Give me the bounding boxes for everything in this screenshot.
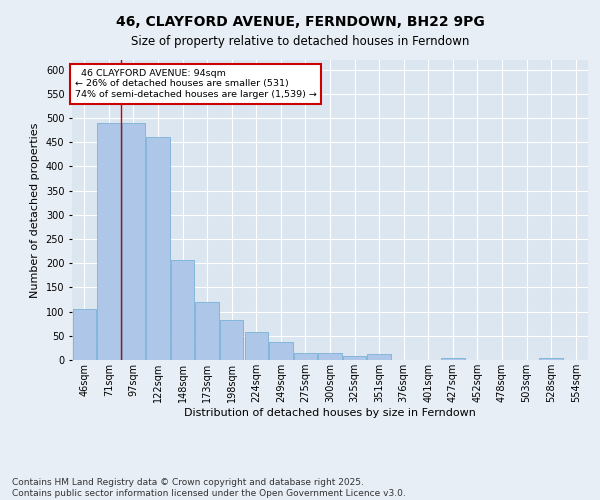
Bar (171, 260, 194, 360)
Bar (97, 123, 121, 360)
Bar (269, 342, 293, 360)
Text: 46 CLAYFORD AVENUE: 94sqm
← 26% of detached houses are smaller (531)
74% of semi: 46 CLAYFORD AVENUE: 94sqm ← 26% of detac… (74, 69, 316, 99)
Bar (539, 358, 563, 360)
Bar (146, 138, 170, 360)
Bar (343, 356, 366, 360)
Text: 46, CLAYFORD AVENUE, FERNDOWN, BH22 9PG: 46, CLAYFORD AVENUE, FERNDOWN, BH22 9PG (116, 15, 484, 29)
Bar (245, 332, 268, 360)
Bar (73, 309, 96, 360)
Bar (294, 352, 317, 360)
Y-axis label: Number of detached properties: Number of detached properties (30, 122, 40, 298)
Bar (122, 123, 145, 360)
Text: Contains HM Land Registry data © Crown copyright and database right 2025.
Contai: Contains HM Land Registry data © Crown c… (12, 478, 406, 498)
Bar (367, 354, 391, 360)
Bar (220, 320, 244, 360)
Bar (196, 302, 219, 360)
X-axis label: Distribution of detached houses by size in Ferndown: Distribution of detached houses by size … (184, 408, 476, 418)
Bar (441, 358, 464, 360)
Bar (319, 352, 341, 360)
Text: Size of property relative to detached houses in Ferndown: Size of property relative to detached ho… (131, 35, 469, 48)
